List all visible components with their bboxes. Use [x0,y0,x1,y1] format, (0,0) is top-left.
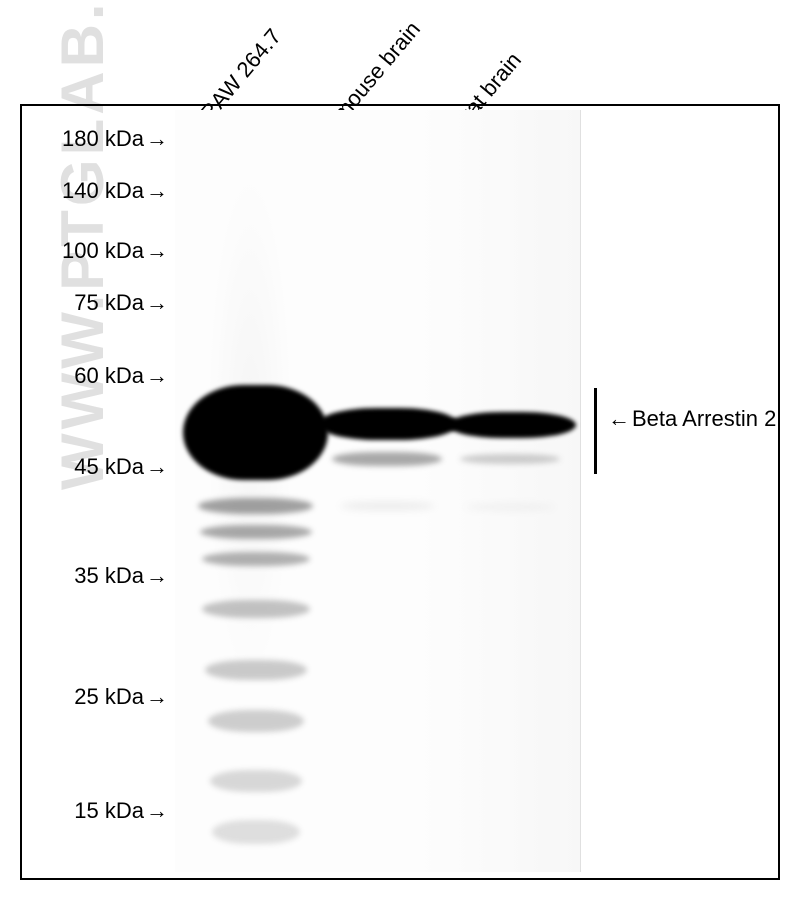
frame-bottom [20,878,780,880]
blot-band [465,504,555,510]
mw-marker-label: 60 kDa→ [0,363,168,389]
mw-marker-label: 180 kDa→ [0,126,168,152]
blot-band [200,525,312,539]
blot-membrane [175,110,581,872]
annotation-label: Beta Arrestin 2 [632,406,776,432]
blot-band [202,600,310,618]
frame-left [20,104,22,880]
mw-marker-label: 25 kDa→ [0,684,168,710]
mw-marker-label: 45 kDa→ [0,454,168,480]
mw-marker-label: 140 kDa→ [0,178,168,204]
blot-band [208,710,304,732]
mw-marker-label: 15 kDa→ [0,798,168,824]
blot-figure: WWW.PTGLAB.COM RAW 264.7mouse brainrat b… [0,0,800,903]
mw-marker-label: 35 kDa→ [0,563,168,589]
blot-band [460,454,560,464]
annotation-range-bar [594,388,597,474]
mw-marker-label: 100 kDa→ [0,238,168,264]
frame-right [778,104,780,880]
frame-top [20,104,780,106]
blot-band [332,452,442,466]
blot-band [340,502,435,510]
blot-band [210,770,302,792]
blot-band [448,412,576,438]
blot-band [212,820,300,844]
blot-band [183,385,328,480]
blot-band [318,408,458,440]
blot-band [205,660,307,680]
annotation-arrow-icon: ← [608,406,630,432]
mw-marker-label: 75 kDa→ [0,290,168,316]
blot-band [198,498,313,514]
blot-band [202,552,310,566]
